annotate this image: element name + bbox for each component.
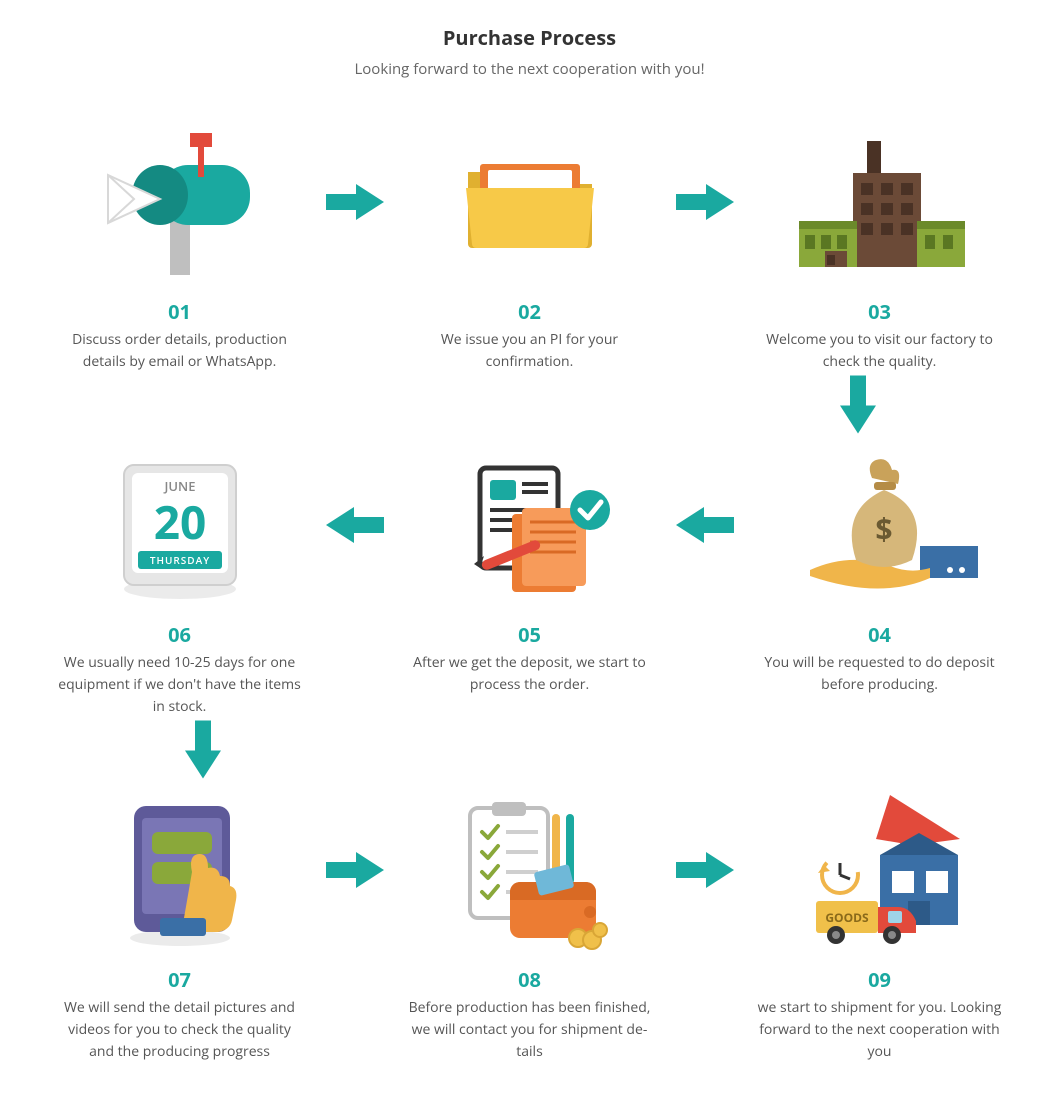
shipment-icon: GOODS — [750, 787, 1010, 952]
step-number: 06 — [168, 621, 191, 648]
page-subtitle: Looking forward to the next cooperation … — [40, 59, 1019, 79]
arrow-right-icon — [310, 119, 400, 284]
step-desc: You will be requested to do deposit befo… — [750, 652, 1010, 695]
step-desc: We usually need 10-25 days for one equip… — [50, 652, 310, 717]
svg-text:GOODS: GOODS — [825, 909, 869, 926]
checklist-wallet-icon — [400, 787, 660, 952]
step-03: 03 Welcome you to visit our factory to c… — [750, 119, 1010, 372]
step-number: 02 — [518, 298, 541, 325]
arrow-right-icon — [310, 787, 400, 952]
svg-text:20: 20 — [153, 491, 206, 553]
page-title: Purchase Process — [40, 24, 1019, 51]
arrow-right-icon — [660, 119, 750, 284]
step-04: $ 04 You will be requested to do deposit… — [750, 442, 1010, 717]
document-check-icon — [400, 442, 660, 607]
step-desc: Discuss order details, production detail… — [50, 329, 310, 372]
step-desc: We issue you an PI for your confirmation… — [400, 329, 660, 372]
step-desc: Before production has been finished, we … — [400, 997, 660, 1067]
arrow-left-icon — [310, 442, 400, 607]
tablet-touch-icon — [50, 787, 310, 952]
calendar-icon: JUNE 20 THURSDAY — [50, 442, 310, 607]
svg-text:$: $ — [875, 508, 892, 549]
mailbox-icon — [50, 119, 310, 284]
step-desc: After we get the deposit, we start to pr… — [400, 652, 660, 695]
svg-text:THURSDAY: THURSDAY — [149, 553, 209, 567]
arrow-down-icon — [840, 376, 876, 439]
arrow-left-icon — [660, 442, 750, 607]
step-number: 07 — [168, 966, 191, 993]
step-08: 08 Before production has been finished, … — [400, 787, 660, 1067]
money-bag-icon: $ — [750, 442, 1010, 607]
arrow-right-icon — [660, 787, 750, 952]
step-01: 01 Discuss order details, production det… — [50, 119, 310, 372]
step-number: 03 — [868, 298, 891, 325]
step-06: JUNE 20 THURSDAY 06 We usually need 10-2… — [50, 442, 310, 717]
arrow-down-icon — [185, 721, 221, 784]
step-number: 09 — [868, 966, 891, 993]
step-09: GOODS 09 we start to shipment for you. L… — [750, 787, 1010, 1067]
step-number: 08 — [518, 966, 541, 993]
step-desc: We will send the detail pictures and vid… — [50, 997, 310, 1067]
process-grid: 01 Discuss order details, production det… — [40, 119, 1019, 1067]
step-07: 07 We will send the detail pictures and … — [50, 787, 310, 1067]
step-number: 05 — [518, 621, 541, 648]
step-desc: we start to shipment for you. Looking fo… — [750, 997, 1010, 1067]
step-02: 02 We issue you an PI for your confirmat… — [400, 119, 660, 372]
step-desc: Welcome you to visit our factory to chec… — [750, 329, 1010, 372]
factory-icon — [750, 119, 1010, 284]
step-number: 04 — [868, 621, 891, 648]
folder-icon — [400, 119, 660, 284]
step-05: 05 After we get the deposit, we start to… — [400, 442, 660, 717]
step-number: 01 — [168, 298, 191, 325]
